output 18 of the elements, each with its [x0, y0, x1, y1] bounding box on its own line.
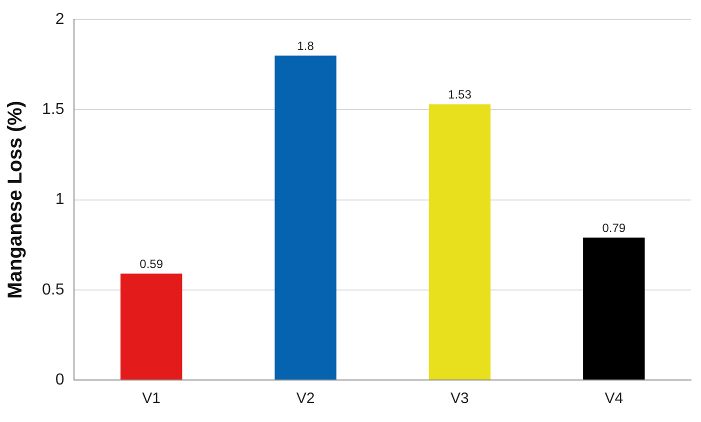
y-tick-label: 1.5 — [42, 101, 64, 118]
y-axis-title: Manganese Loss (%) — [4, 100, 27, 299]
x-tick-label: V4 — [604, 390, 624, 408]
bar — [274, 56, 336, 380]
y-tick-label: 0 — [55, 371, 64, 388]
y-tick-label: 0.5 — [42, 281, 64, 298]
data-label: 0.59 — [140, 256, 164, 271]
data-label: 0.79 — [602, 220, 626, 235]
data-label: 1.53 — [448, 88, 472, 102]
data-label: 1.8 — [297, 38, 314, 53]
bar — [120, 274, 182, 380]
x-tick-label: V3 — [450, 390, 469, 408]
bar — [583, 238, 645, 380]
y-tick-label: 2 — [55, 11, 64, 28]
y-tick-label: 1 — [55, 191, 64, 208]
x-tick-label: V2 — [296, 390, 315, 408]
x-tick-label: V1 — [142, 390, 161, 408]
bar — [428, 104, 491, 380]
